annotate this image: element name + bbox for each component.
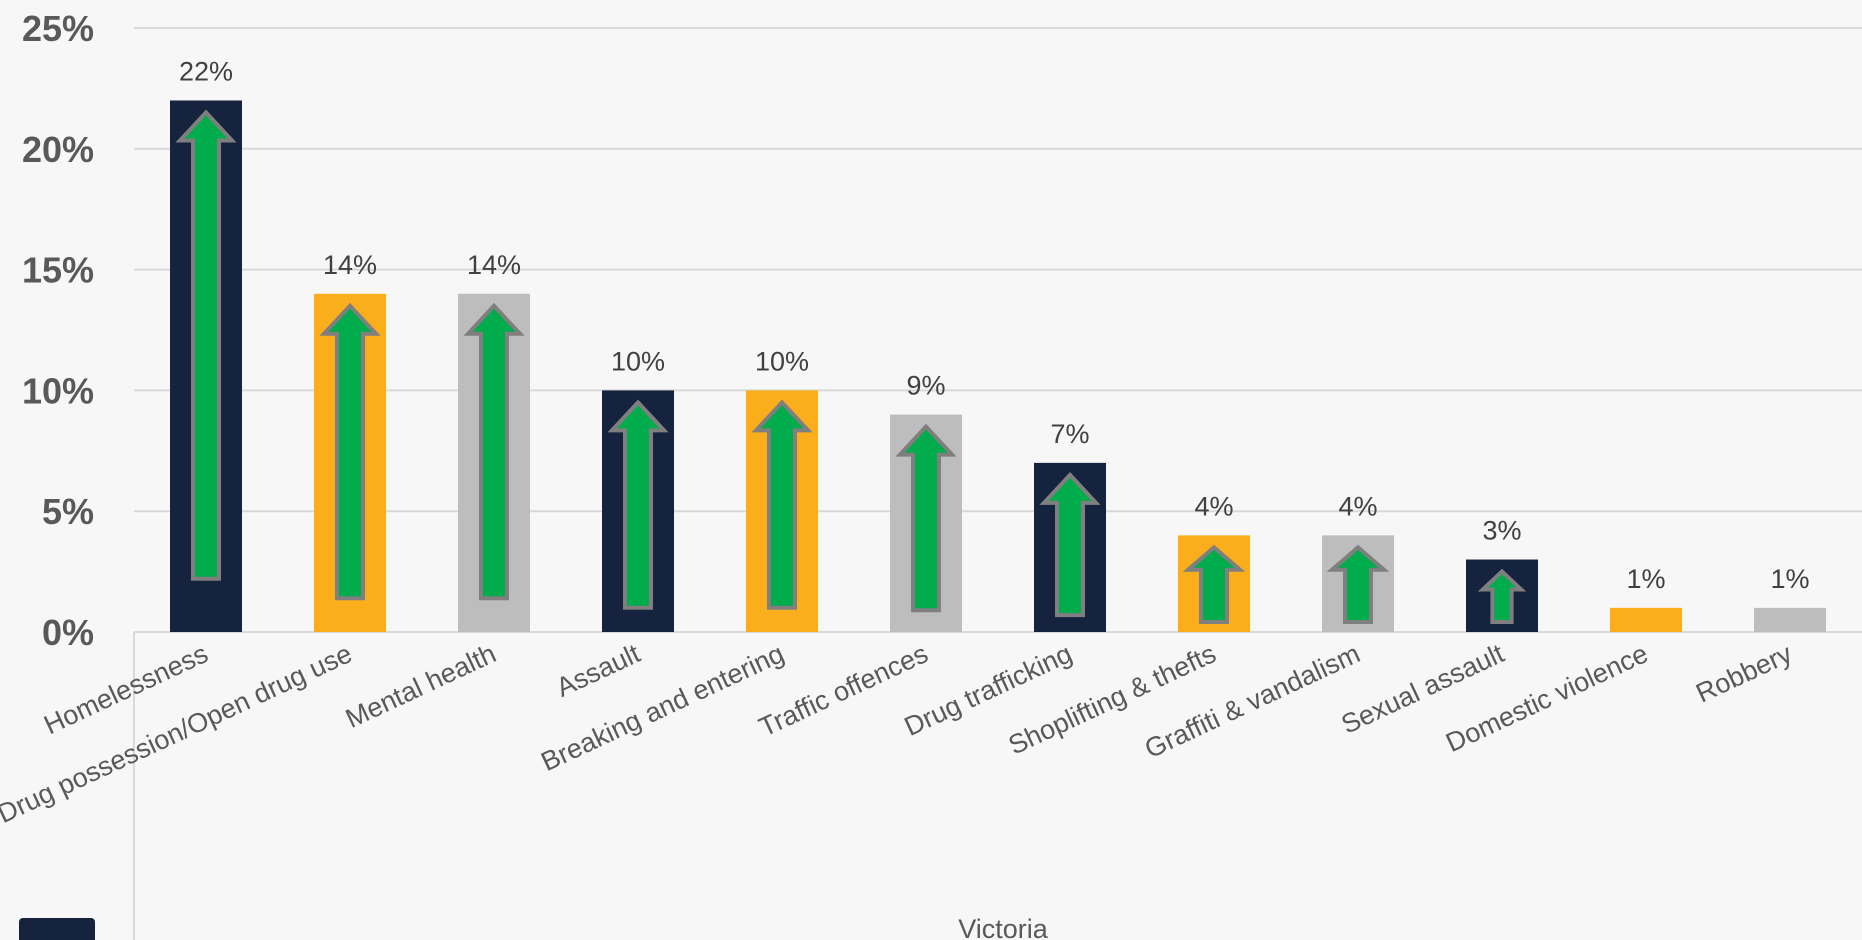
data-label: 3% (1482, 516, 1521, 546)
data-label: 22% (179, 56, 233, 86)
bar (1754, 607, 1826, 632)
data-label: 10% (755, 346, 809, 376)
y-tick-label: 0% (42, 612, 94, 653)
data-label: 9% (906, 371, 945, 401)
data-label: 14% (323, 250, 377, 280)
data-label: 7% (1050, 419, 1089, 449)
trend-arrows (175, 109, 1527, 624)
bar (1610, 607, 1682, 632)
gridlines (134, 27, 1862, 513)
y-tick-label: 20% (22, 129, 94, 170)
data-label: 14% (467, 250, 521, 280)
up-arrow-icon (463, 302, 525, 601)
up-arrow-icon (607, 399, 669, 610)
x-axis-title: Victoria (958, 914, 1049, 940)
x-tick-label: Mental health (341, 638, 501, 734)
up-arrow-icon (1182, 544, 1246, 624)
up-arrow-icon (319, 302, 381, 601)
data-label: 4% (1194, 491, 1233, 521)
y-tick-label: 15% (22, 250, 94, 291)
data-label: 1% (1770, 564, 1809, 594)
data-label: 10% (611, 346, 665, 376)
y-tick-label: 25% (22, 8, 94, 49)
legend-swatch (19, 918, 95, 940)
up-arrow-icon (1477, 568, 1527, 624)
data-label: 4% (1338, 491, 1377, 521)
up-arrow-icon (895, 423, 957, 613)
y-axis-ticks: 0% 5% 10% 15% 20% 25% (22, 8, 94, 653)
x-tick-label: Assault (552, 638, 645, 703)
x-tick-label: Breaking and entering (536, 638, 788, 777)
up-arrow-icon (1326, 544, 1390, 624)
up-arrow-icon (751, 399, 813, 610)
x-tick-label: Robbery (1691, 638, 1797, 709)
bars (170, 100, 1826, 633)
y-tick-label: 10% (22, 370, 94, 411)
y-tick-label: 5% (42, 491, 94, 532)
data-labels: 22% 14% 14% 10% 10% 9% 7% 4% 4% 3% 1% 1% (179, 56, 1810, 593)
up-arrow-icon (175, 109, 237, 581)
up-arrow-icon (1039, 471, 1101, 618)
data-label: 1% (1626, 564, 1665, 594)
